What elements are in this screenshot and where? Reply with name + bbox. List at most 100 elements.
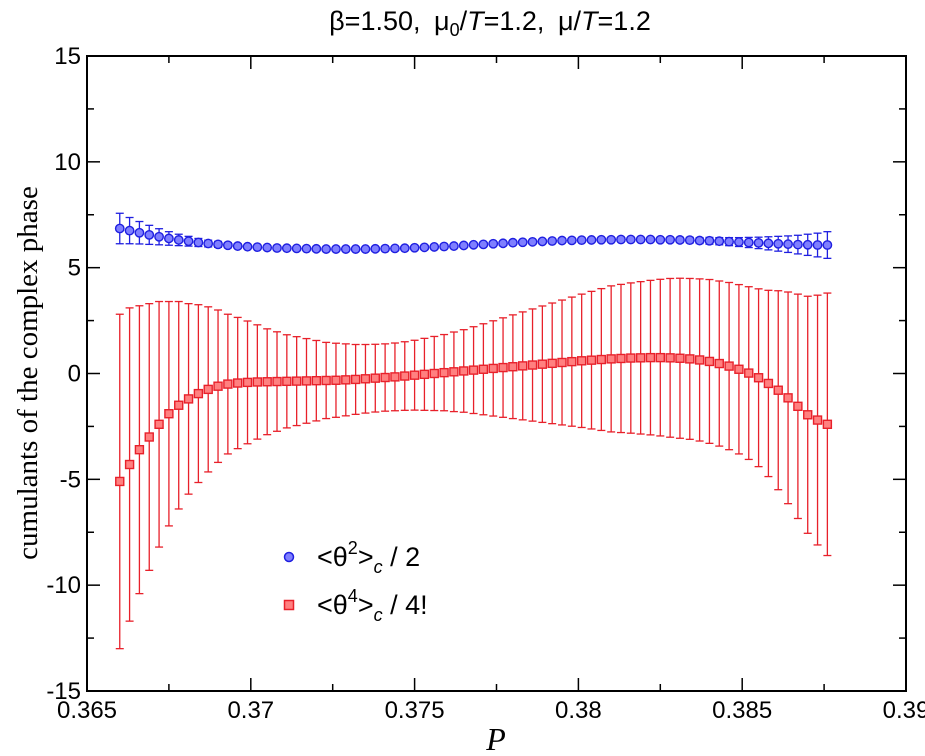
data-point-circle <box>213 239 223 250</box>
data-point-circle <box>399 243 410 254</box>
data-point-circle <box>625 234 636 245</box>
data-point-square <box>714 358 724 369</box>
data-point-square <box>115 476 125 487</box>
data-point-circle <box>242 241 253 252</box>
data-point-square <box>400 371 410 381</box>
data-point-square <box>419 369 430 380</box>
data-point-circle <box>665 234 676 245</box>
data-point-square <box>586 355 597 365</box>
data-point-square <box>527 360 538 370</box>
x-tick-label: 0.38 <box>555 697 602 724</box>
data-point-circle <box>173 235 184 245</box>
data-point-circle <box>222 240 233 251</box>
data-point-circle <box>272 243 282 253</box>
data-point-square <box>478 364 489 374</box>
data-point-circle <box>183 236 194 247</box>
legend-label-theta2: <θ2>c / 2 <box>317 538 420 577</box>
legend-label-theta4: <θ4>c / 4! <box>317 586 428 625</box>
data-point-square <box>154 419 164 429</box>
data-point-circle <box>134 227 145 238</box>
data-point-circle <box>498 238 508 249</box>
data-point-circle <box>311 243 322 254</box>
data-point-circle <box>547 236 558 246</box>
data-point-circle <box>783 239 793 250</box>
x-tick-label: 0.37 <box>227 697 274 724</box>
data-point-square <box>380 372 390 383</box>
data-point-square <box>134 445 145 455</box>
legend: <θ2>c / 2 <θ4>c / 4! <box>283 538 428 625</box>
data-point-square <box>547 358 557 369</box>
data-point-square <box>518 361 528 371</box>
y-tick-label: 15 <box>54 43 81 70</box>
data-point-square <box>262 377 272 387</box>
data-point-square <box>783 393 793 403</box>
data-point-square <box>439 367 449 378</box>
data-point-square <box>350 374 361 385</box>
x-tick-label: 0.365 <box>57 697 117 724</box>
plot-frame <box>86 55 907 692</box>
data-point-square <box>272 376 282 387</box>
data-point-square <box>537 359 548 369</box>
data-point-circle <box>232 241 243 251</box>
legend-entry-theta2: <θ2>c / 2 <box>283 538 420 577</box>
y-axis-label: cumulants of the complex phase <box>12 186 44 560</box>
data-point-circle <box>675 235 685 245</box>
data-point-circle <box>419 242 430 253</box>
data-point-circle <box>743 237 754 248</box>
data-point-circle <box>586 235 597 245</box>
data-point-square <box>193 388 204 399</box>
error-bars <box>115 212 832 650</box>
data-point-circle <box>468 239 479 250</box>
data-point-circle <box>616 234 626 245</box>
data-point-circle <box>301 243 312 254</box>
data-point-circle <box>458 240 469 251</box>
data-point-circle <box>291 243 302 254</box>
data-point-circle <box>488 238 499 249</box>
data-point-square <box>203 384 213 395</box>
data-point-circle <box>507 237 518 248</box>
data-point-square <box>429 368 439 379</box>
data-point-square <box>449 367 459 377</box>
data-point-square <box>793 401 803 412</box>
data-point-square <box>685 354 695 364</box>
data-point-circle <box>331 244 341 254</box>
data-point-circle <box>517 237 528 248</box>
data-point-square <box>508 362 518 372</box>
data-point-circle <box>449 241 459 251</box>
data-point-circle <box>576 235 587 246</box>
data-point-square <box>232 378 243 388</box>
data-point-circle <box>380 243 391 254</box>
data-point-square <box>812 415 823 425</box>
data-point-square <box>311 375 322 386</box>
data-point-circle <box>694 235 705 246</box>
data-point-square <box>242 377 253 388</box>
legend-marker-square <box>283 599 295 611</box>
data-point-circle <box>822 240 833 250</box>
data-point-square <box>675 353 685 363</box>
data-point-circle <box>439 241 449 252</box>
data-point-square <box>665 353 675 363</box>
data-point-square <box>576 356 587 366</box>
data-point-square <box>488 363 498 374</box>
data-point-square <box>301 376 312 386</box>
data-point-square <box>635 353 646 363</box>
data-point-circle <box>154 231 164 242</box>
data-point-circle <box>753 238 764 248</box>
data-point-square <box>606 354 616 364</box>
data-point-square <box>183 394 194 404</box>
data-point-circle <box>340 244 351 254</box>
x-tick-label: 0.375 <box>385 697 445 724</box>
data-point-square <box>616 353 626 364</box>
data-point-square <box>734 364 744 374</box>
data-point-circle <box>527 236 538 247</box>
data-point-square <box>409 370 420 380</box>
data-point-square <box>341 375 351 385</box>
y-tick-label: 10 <box>54 149 81 176</box>
data-point-circle <box>478 239 489 250</box>
x-tick-label: 0.385 <box>712 697 772 724</box>
data-point-square <box>390 372 400 382</box>
data-point-square <box>213 381 223 391</box>
data-point-circle <box>124 225 135 236</box>
y-tick-label: -5 <box>60 466 81 493</box>
data-point-square <box>331 375 341 385</box>
